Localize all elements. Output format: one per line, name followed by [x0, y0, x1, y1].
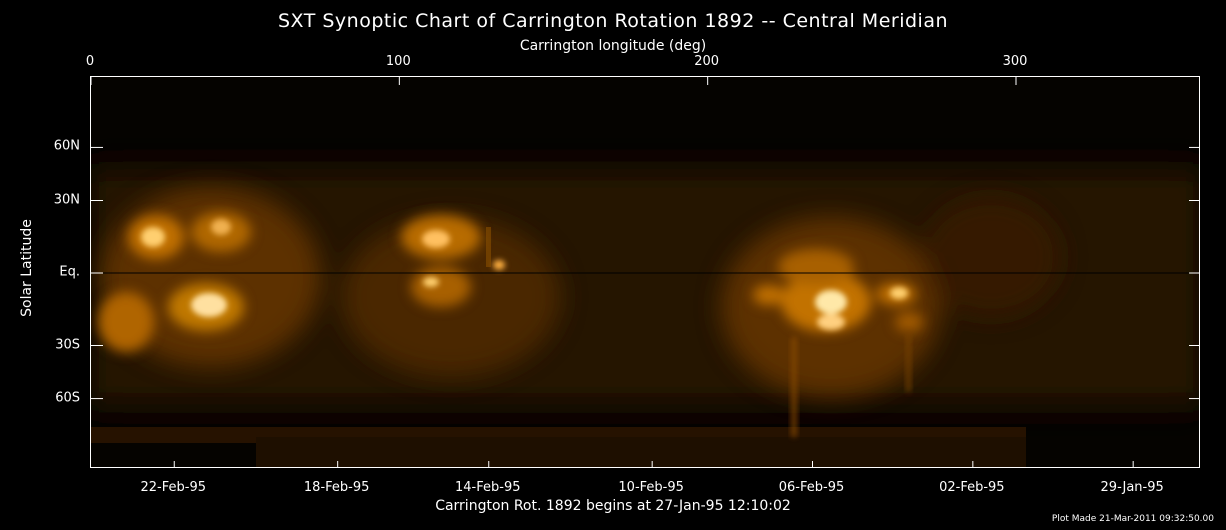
- data-streak: [486, 227, 491, 267]
- bottom-axis-title: Carrington Rot. 1892 begins at 27-Jan-95…: [435, 498, 791, 514]
- bottom-tick-label: 18-Feb-95: [303, 480, 370, 495]
- y-tick-label: Eq.: [59, 264, 80, 280]
- top-tick-label: 0: [85, 54, 95, 69]
- data-streak: [791, 337, 797, 437]
- top-axis-title: Carrington longitude (deg): [519, 38, 707, 54]
- y-tick-label: 30S: [55, 337, 80, 352]
- y-tick-label: 60S: [55, 390, 80, 406]
- top-tick-label: 200: [694, 54, 720, 69]
- polar-data-strip-lower: [256, 437, 1026, 467]
- bottom-tick-label: 02-Feb-95: [939, 480, 1005, 495]
- bottom-tick-label: 06-Feb-95: [778, 480, 845, 495]
- top-tick-label: 300: [1002, 54, 1028, 69]
- chart-title: SXT Synoptic Chart of Carrington Rotatio…: [277, 10, 949, 32]
- bottom-tick-label: 22-Feb-95: [140, 480, 206, 495]
- y-tick-label: 30N: [53, 192, 80, 207]
- synoptic-map: [90, 76, 1200, 468]
- bottom-tick-label: 10-Feb-95: [618, 480, 684, 495]
- active-regions-bright: [141, 219, 908, 330]
- y-axis-title: Solar Latitude: [19, 219, 35, 317]
- synoptic-map-image: [91, 77, 1199, 467]
- plot-made-footer: Plot Made 21-Mar-2011 09:32:50.00: [1051, 514, 1214, 524]
- axis-tick-marks: [91, 77, 1199, 467]
- top-tick-label: 100: [385, 54, 411, 69]
- y-tick-label: 60N: [53, 138, 80, 154]
- bottom-tick-label: 14-Feb-95: [455, 480, 521, 495]
- bottom-tick-label: 29-Jan-95: [1100, 480, 1164, 495]
- data-streak: [906, 332, 911, 392]
